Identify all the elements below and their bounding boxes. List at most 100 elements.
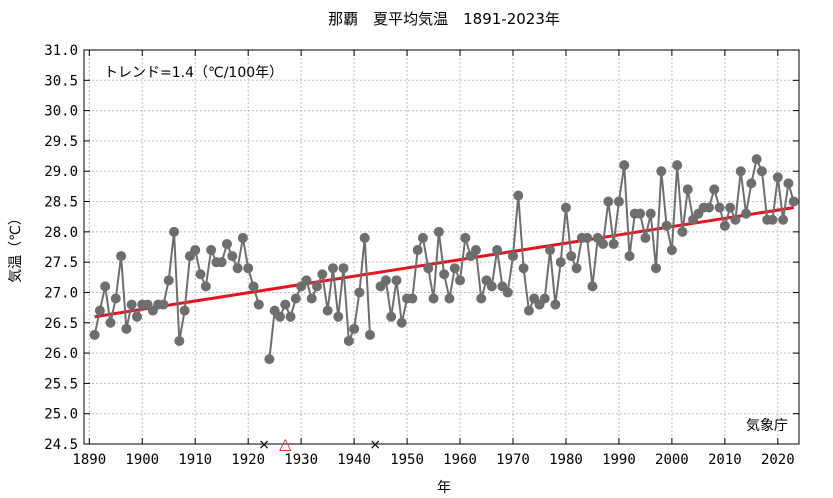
data-point — [508, 251, 518, 262]
data-point — [248, 281, 259, 292]
x-axis-ticks: 1890 1900 1910 1920 1930 1940 1950 1960 1970 1980… — [72, 50, 795, 468]
data-point — [163, 275, 174, 286]
data-point — [783, 178, 794, 189]
y-tick-label: 31.0 — [44, 43, 78, 59]
data-point — [677, 226, 688, 237]
data-point — [423, 263, 434, 274]
y-tick-label: 30.5 — [44, 73, 78, 89]
data-point — [327, 263, 338, 274]
x-tick-label: 1940 — [337, 452, 371, 468]
data-point — [635, 208, 646, 219]
data-point — [428, 293, 439, 304]
data-point — [274, 311, 285, 322]
data-point — [206, 245, 217, 256]
data-point — [730, 214, 741, 225]
data-point — [232, 263, 243, 274]
data-point — [476, 293, 487, 304]
y-axis-ticks: 24.5 25.0 25.5 26.0 26.5 27.0 27.5 28.0 28.5 29.0… — [44, 43, 799, 453]
data-point — [640, 232, 651, 243]
data-point — [719, 220, 730, 231]
data-point — [359, 232, 370, 243]
data-point — [195, 269, 206, 280]
data-point — [709, 184, 720, 195]
data-point — [200, 281, 211, 292]
data-point — [661, 220, 672, 231]
x-tick-label: 1910 — [178, 452, 212, 468]
y-tick-label: 30.0 — [44, 104, 78, 120]
data-point — [89, 329, 100, 340]
data-point — [131, 311, 142, 322]
source-label: 気象庁 — [746, 418, 788, 434]
data-point — [656, 166, 667, 177]
data-point — [619, 160, 630, 171]
data-point — [603, 196, 614, 207]
data-point — [608, 238, 619, 249]
x-tick-label: 2000 — [655, 452, 689, 468]
data-point — [174, 335, 185, 346]
data-point — [613, 196, 624, 207]
data-point — [666, 245, 677, 256]
data-point — [470, 245, 481, 256]
series-line — [268, 237, 371, 360]
data-point — [121, 323, 132, 334]
x-tick-label: 1970 — [496, 452, 530, 468]
data-point — [513, 190, 524, 201]
data-point — [264, 354, 275, 365]
data-point — [179, 305, 190, 316]
x-tick-label: 1980 — [549, 452, 583, 468]
data-point — [725, 202, 736, 213]
data-point — [767, 214, 778, 225]
y-tick-label: 26.0 — [44, 346, 78, 362]
x-tick-label: 1900 — [125, 452, 159, 468]
relocation-marker: △ — [279, 434, 292, 453]
y-tick-label: 25.0 — [44, 407, 78, 423]
x-tick-label: 1950 — [390, 452, 424, 468]
data-point — [94, 305, 105, 316]
data-point — [365, 329, 375, 340]
data-point — [417, 232, 428, 243]
data-point — [380, 275, 391, 286]
missing-year-markers: × × △ — [258, 434, 381, 453]
data-point — [624, 251, 635, 262]
trend-line — [94, 206, 794, 319]
data-point — [486, 281, 497, 292]
data-point — [788, 196, 799, 207]
data-point — [778, 214, 789, 225]
y-tick-label: 29.5 — [44, 134, 78, 150]
data-point — [682, 184, 693, 195]
y-tick-label: 24.5 — [44, 437, 78, 453]
y-axis-label: 気温（℃） — [8, 211, 24, 283]
x-tick-label: 1930 — [284, 452, 318, 468]
data-point — [455, 275, 466, 286]
data-point — [756, 166, 767, 177]
data-point — [598, 238, 609, 249]
data-point — [651, 263, 661, 274]
data-point — [216, 257, 227, 268]
y-tick-label: 28.5 — [44, 195, 78, 211]
data-point — [741, 208, 752, 219]
data-series — [89, 154, 799, 365]
data-point — [449, 263, 460, 274]
data-point — [100, 281, 111, 292]
missing-marker: × — [258, 437, 270, 453]
data-point — [227, 251, 238, 262]
y-tick-label: 27.0 — [44, 285, 78, 301]
x-tick-label: 1920 — [231, 452, 265, 468]
data-point — [349, 323, 360, 334]
data-point — [110, 293, 121, 304]
data-point — [386, 311, 397, 322]
missing-marker: × — [369, 437, 381, 453]
data-point — [412, 245, 423, 256]
series-line — [93, 231, 260, 342]
x-axis-label: 年 — [437, 480, 451, 496]
data-point — [322, 305, 333, 316]
data-point — [158, 299, 169, 310]
x-tick-label: 1990 — [602, 452, 636, 468]
data-point — [433, 226, 444, 237]
data-point — [460, 232, 471, 243]
data-point — [285, 311, 296, 322]
data-point — [587, 281, 598, 292]
data-point — [518, 263, 529, 274]
data-point — [243, 263, 254, 274]
